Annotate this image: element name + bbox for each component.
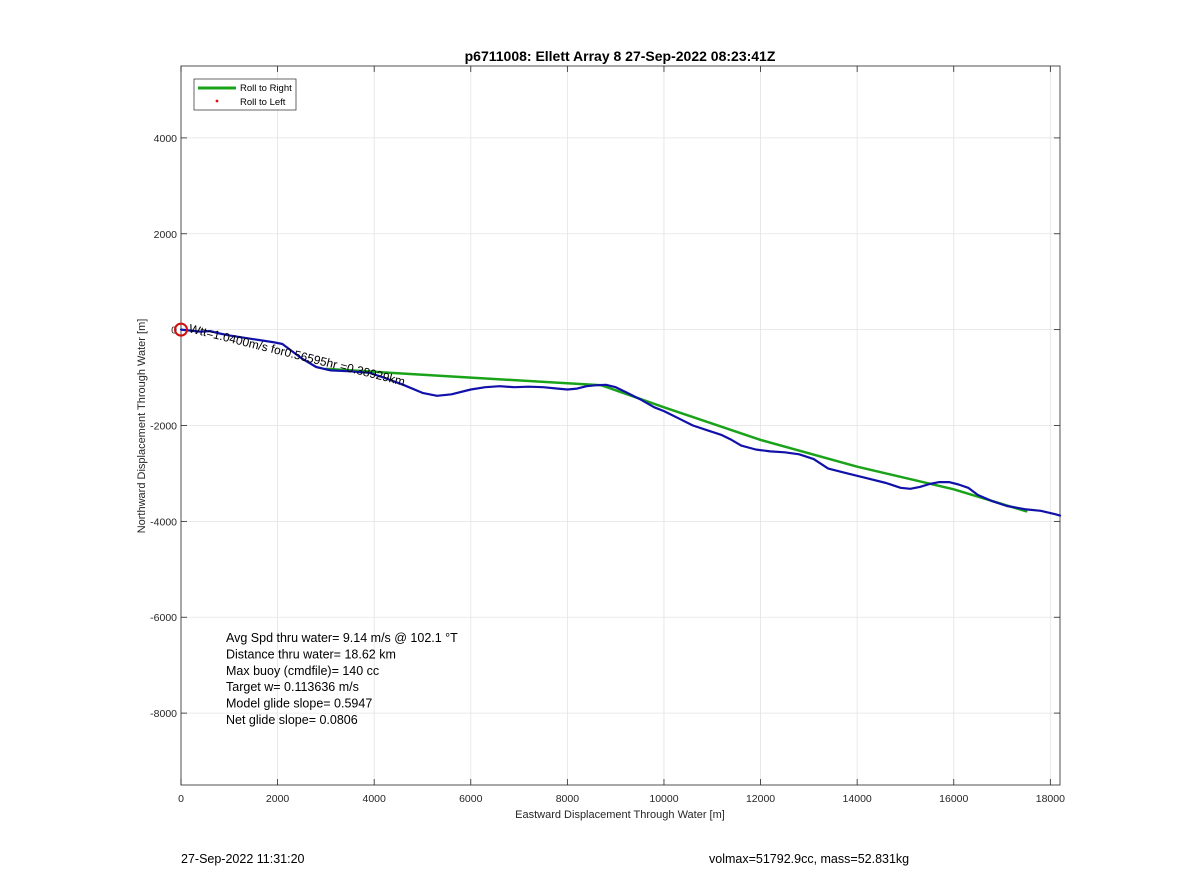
x-axis-label: Eastward Displacement Through Water [m]	[515, 809, 725, 821]
legend-label-roll-left: Roll to Left	[240, 97, 286, 108]
y-tick-label: -2000	[150, 421, 177, 433]
grid-lines	[180, 66, 1060, 785]
chart-title: p6711008: Ellett Array 8 27-Sep-2022 08:…	[465, 48, 776, 64]
stat-line: Avg Spd thru water= 9.14 m/s @ 102.1 °T	[226, 631, 458, 645]
y-tick-label: 2000	[154, 229, 178, 241]
x-tick-label: 12000	[746, 793, 775, 805]
series-line-0	[324, 367, 1028, 513]
x-tick-label: 14000	[843, 793, 872, 805]
stat-line: Target w= 0.113636 m/s	[226, 680, 359, 694]
y-axis-label: Northward Displacement Through Water [m]	[136, 319, 148, 534]
y-tick-label: -6000	[150, 612, 177, 624]
speed-annotation: Wtt=1.0400m/s for0.56595hr =0.38929km	[188, 321, 407, 388]
data-markers	[174, 322, 188, 337]
x-tick-label: 10000	[649, 793, 678, 805]
legend: Roll to Right Roll to Left	[193, 78, 297, 111]
y-tick-label: -8000	[150, 708, 177, 720]
series-line-1	[179, 328, 1062, 517]
start-marker	[174, 322, 188, 337]
stat-line: Max buoy (cmdfile)= 140 cc	[226, 664, 379, 678]
x-tick-label: 0	[178, 793, 184, 805]
footer-timestamp: 27-Sep-2022 11:31:20	[181, 852, 305, 866]
y-tick-label: -4000	[150, 516, 177, 528]
stat-line: Model glide slope= 0.5947	[226, 697, 372, 711]
x-tick-label: 2000	[266, 793, 290, 805]
x-tick-label: 16000	[939, 793, 968, 805]
x-tick-label: 18000	[1036, 793, 1065, 805]
x-tick-label: 4000	[363, 793, 387, 805]
x-tick-label: 6000	[459, 793, 483, 805]
legend-swatch-roll-left	[215, 99, 219, 103]
data-series	[179, 328, 1062, 517]
stat-line: Distance thru water= 18.62 km	[226, 647, 396, 661]
footer-summary: volmax=51792.9cc, mass=52.831kg	[709, 852, 910, 866]
legend-box	[193, 78, 297, 111]
stat-line: Net glide slope= 0.0806	[226, 713, 358, 727]
x-axis-ticks: 0 2000 4000 6000 8000 10000 12000 14000 16000 180…	[178, 66, 1065, 805]
stats-block: Avg Spd thru water= 9.14 m/s @ 102.1 °T D…	[226, 631, 458, 727]
x-tick-label: 8000	[556, 793, 580, 805]
legend-label-roll-right: Roll to Right	[240, 83, 292, 94]
y-tick-label: 4000	[154, 133, 178, 145]
